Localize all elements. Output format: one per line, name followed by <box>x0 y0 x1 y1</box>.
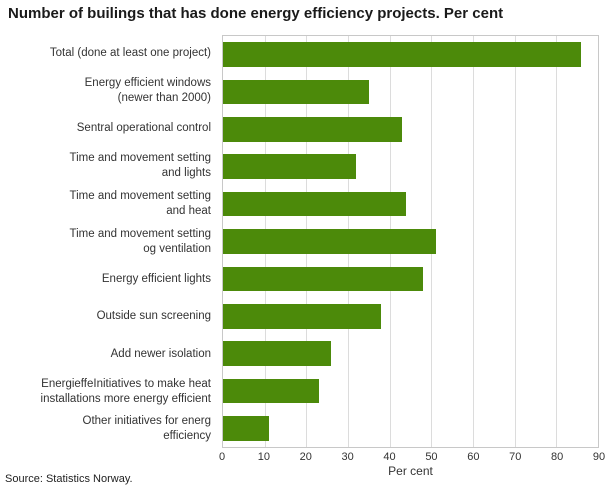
category-label: Time and movement setting og ventilation <box>69 227 211 255</box>
bar <box>223 154 357 180</box>
bar-row <box>223 148 598 185</box>
source-note: Source: Statistics Norway. <box>5 473 133 485</box>
bar-row <box>223 111 598 148</box>
bar <box>223 79 369 105</box>
bar-row <box>223 223 598 260</box>
category-labels: Total (done at least one project) Energy … <box>0 35 218 448</box>
bar <box>223 415 269 441</box>
category-label: Total (done at least one project) <box>49 47 211 60</box>
category-label: Other initiatives for energ efficiency <box>82 415 211 443</box>
bar <box>223 191 407 217</box>
bar <box>223 341 332 366</box>
category-label: Outside sun screening <box>96 310 211 323</box>
bar <box>223 266 423 292</box>
bar-row <box>223 298 598 335</box>
plot-area <box>222 35 599 448</box>
category-label: Energy efficient lights <box>101 272 211 285</box>
bar <box>223 303 382 329</box>
bar-row <box>223 260 598 297</box>
x-tick-label: 90 <box>592 451 606 463</box>
category-label: Add newer isolation <box>110 347 211 360</box>
bar-row <box>223 36 598 73</box>
bar <box>223 378 319 404</box>
bar-row <box>223 185 598 222</box>
x-ticks: 0 10 20 30 40 50 60 70 80 90 <box>218 451 605 464</box>
x-tick-label: 80 <box>550 451 564 463</box>
gridline <box>556 36 558 447</box>
gridline <box>514 36 516 447</box>
bar-row <box>223 73 598 110</box>
bar <box>223 229 436 254</box>
bar-row <box>223 335 598 372</box>
category-label: Time and movement setting and lights <box>69 152 211 180</box>
plot-rows <box>223 36 598 447</box>
category-label: Time and movement setting and heat <box>69 190 211 217</box>
x-tick-label: 20 <box>299 451 312 463</box>
x-axis-label: Per cent <box>388 464 433 478</box>
bar <box>223 117 403 142</box>
category-label: Energy efficient windows (newer than 200… <box>84 77 211 105</box>
x-tick-label: 40 <box>383 451 396 463</box>
x-tick-label: 0 <box>218 451 226 463</box>
bar-row <box>223 372 598 409</box>
x-tick-label: 30 <box>341 451 354 463</box>
bar-row <box>223 410 598 447</box>
x-tick-label: 10 <box>257 451 270 463</box>
x-tick-label: 60 <box>467 451 480 463</box>
category-label: EnergieffeInitiatives to make heat insta… <box>40 377 211 405</box>
category-label: Sentral operational control <box>76 122 211 135</box>
gridline <box>473 36 474 447</box>
page-title: Number of builings that has done energy … <box>8 5 504 22</box>
bar <box>223 42 582 67</box>
x-tick-label: 50 <box>425 451 438 463</box>
x-tick-label: 70 <box>509 451 522 463</box>
